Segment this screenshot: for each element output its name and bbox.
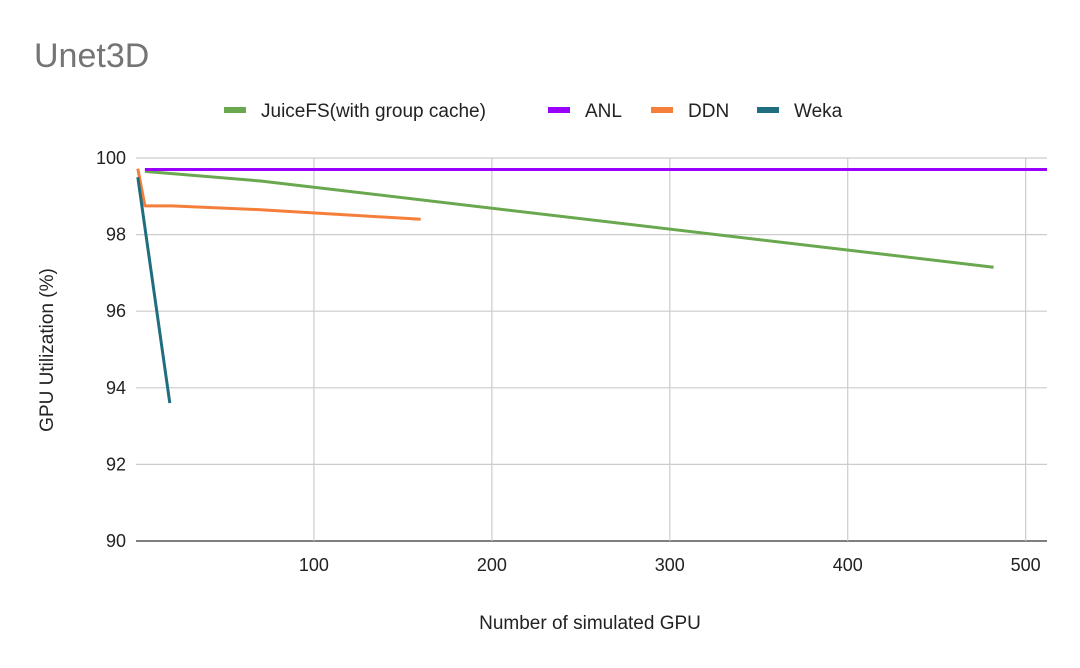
series-line-ddn bbox=[136, 168, 421, 221]
legend-label-juicefs-with-group-cache: JuiceFS(with group cache) bbox=[261, 101, 486, 122]
y-tick-label: 98 bbox=[106, 225, 126, 245]
legend-swatch-juicefs-with-group-cache bbox=[224, 107, 246, 113]
legend-label-anl: ANL bbox=[585, 101, 622, 122]
series-line-juicefs-with-group-cache bbox=[144, 169, 994, 269]
y-tick-label: 96 bbox=[106, 301, 126, 321]
y-axis-label: GPU Utilization (%) bbox=[37, 268, 58, 432]
y-axis-ticks: 90 92 94 96 98 100 bbox=[96, 148, 126, 551]
y-tick-label: 100 bbox=[96, 148, 126, 168]
legend-label-ddn: DDN bbox=[688, 101, 729, 122]
legend-swatch-ddn bbox=[651, 107, 673, 113]
grid bbox=[136, 157, 1047, 542]
y-tick-label: 92 bbox=[106, 454, 126, 474]
x-tick-label: 400 bbox=[833, 555, 863, 575]
x-tick-label: 500 bbox=[1011, 555, 1041, 575]
chart-title: Unet3D bbox=[34, 37, 149, 75]
y-tick-label: 94 bbox=[106, 378, 126, 398]
x-tick-label: 300 bbox=[655, 555, 685, 575]
legend-swatch-anl bbox=[548, 107, 570, 113]
legend-swatch-weka bbox=[757, 107, 779, 113]
x-axis-ticks: 100 200 300 400 500 bbox=[299, 555, 1041, 575]
series-lines bbox=[136, 168, 1047, 404]
legend: JuiceFS(with group cache) ANL DDN Weka bbox=[224, 101, 843, 122]
y-tick-label: 90 bbox=[106, 531, 126, 551]
x-axis-label: Number of simulated GPU bbox=[479, 613, 701, 634]
legend-label-weka: Weka bbox=[794, 101, 843, 122]
x-tick-label: 100 bbox=[299, 555, 329, 575]
series-line-weka bbox=[136, 176, 172, 404]
x-tick-label: 200 bbox=[477, 555, 507, 575]
